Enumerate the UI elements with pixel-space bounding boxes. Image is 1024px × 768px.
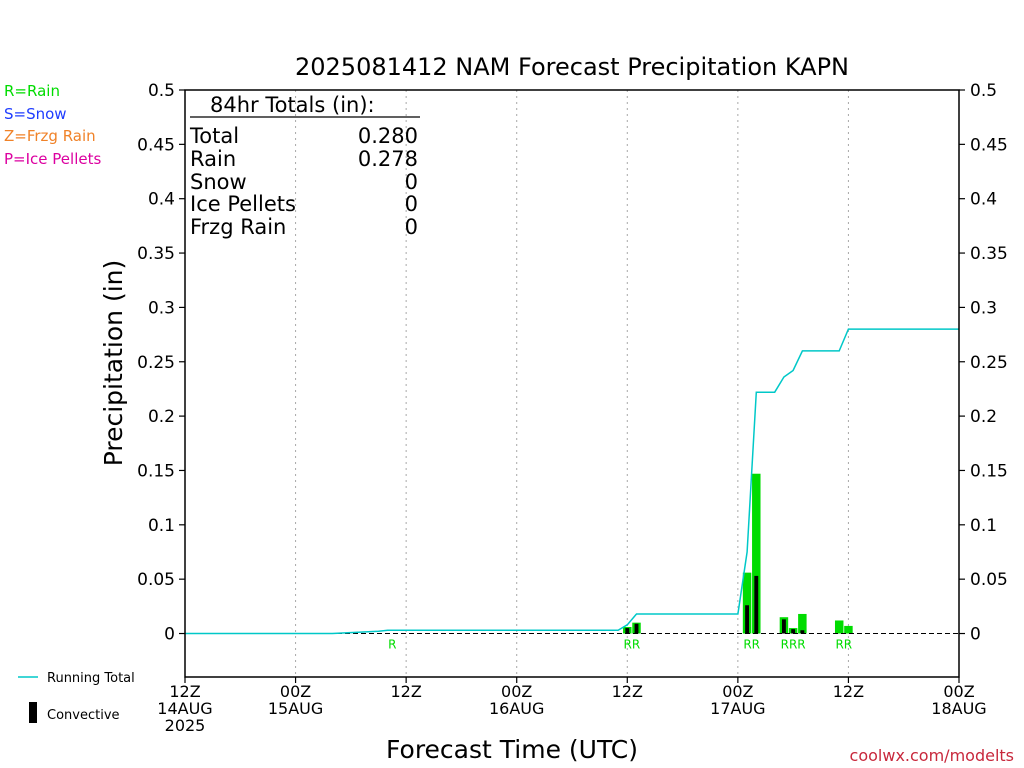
convective-legend-swatch bbox=[29, 702, 37, 723]
plot-frame bbox=[184, 89, 960, 678]
legend-ice-pellets: P=Ice Pellets bbox=[4, 150, 101, 168]
legend-snow: S=Snow bbox=[4, 105, 67, 123]
totals-label-ice-pellets: Ice Pellets bbox=[190, 192, 296, 216]
ytick-left-label-5: 0.25 bbox=[137, 353, 175, 373]
precip-type-legend: R=Rain S=Snow Z=Frzg Rain P=Ice Pellets bbox=[4, 82, 101, 168]
ytick-left-label-1: 0.05 bbox=[137, 570, 175, 590]
running-total-line bbox=[185, 328, 959, 635]
precip-bar-7 bbox=[834, 620, 844, 634]
ytick-right-label-8: 0.4 bbox=[970, 190, 997, 210]
totals-value-snow: 0 bbox=[405, 170, 418, 194]
convective-bar-2 bbox=[745, 605, 750, 634]
xtick-label-1-1: 15AUG bbox=[268, 699, 323, 718]
totals-value-ice-pellets: 0 bbox=[405, 192, 418, 216]
running-total-legend-label: Running Total bbox=[47, 671, 135, 686]
type-marker-4: RR bbox=[835, 638, 852, 652]
convective-bars bbox=[625, 575, 805, 634]
precip-type-markers: R RR RR RRR RR bbox=[388, 638, 852, 652]
y-axis-label: Precipitation (in) bbox=[99, 260, 128, 467]
xtick-label-1-0: 00Z bbox=[280, 682, 311, 701]
x-axis-label: Forecast Time (UTC) bbox=[386, 735, 638, 764]
xtick-label-7-0: 00Z bbox=[943, 682, 974, 701]
ytick-right-label-1: 0.05 bbox=[970, 570, 1008, 590]
xtick-label-7-1: 18AUG bbox=[931, 699, 986, 718]
y-axis-left: 0 0.05 0.1 0.15 0.2 0.25 0.3 0.35 0.4 0.45 0.5 bbox=[137, 81, 185, 645]
xtick-label-4-0: 12Z bbox=[612, 682, 643, 701]
ytick-left-label-7: 0.35 bbox=[137, 244, 175, 264]
totals-value-frzg-rain: 0 bbox=[405, 215, 418, 239]
source-credit: coolwx.com/modelts bbox=[850, 746, 1014, 765]
ytick-right-label-4: 0.2 bbox=[970, 407, 997, 427]
type-marker-1: RR bbox=[624, 638, 641, 652]
ytick-left-label-8: 0.4 bbox=[148, 190, 175, 210]
convective-legend-label: Convective bbox=[47, 708, 120, 723]
convective-bar-3 bbox=[754, 575, 759, 634]
xtick-label-0-0: 12Z bbox=[169, 682, 200, 701]
vertical-gridlines bbox=[295, 90, 849, 677]
series-legend: Running Total Convective bbox=[18, 671, 135, 723]
type-marker-0: R bbox=[388, 638, 396, 652]
xtick-label-5-0: 00Z bbox=[722, 682, 753, 701]
type-marker-3: RRR bbox=[781, 638, 806, 652]
xtick-label-0-2: 2025 bbox=[165, 716, 206, 735]
ytick-left-label-6: 0.3 bbox=[148, 298, 175, 318]
ytick-left-label-9: 0.45 bbox=[137, 135, 175, 155]
ytick-right-label-5: 0.25 bbox=[970, 353, 1008, 373]
convective-bar-4 bbox=[781, 619, 786, 634]
totals-value-rain: 0.278 bbox=[358, 147, 418, 171]
ytick-right-label-3: 0.15 bbox=[970, 461, 1008, 481]
precip-bar-6 bbox=[798, 613, 807, 634]
ytick-right-label-2: 0.1 bbox=[970, 516, 997, 536]
totals-heading: 84hr Totals (in): bbox=[210, 93, 375, 117]
totals-label-snow: Snow bbox=[190, 170, 247, 194]
precip-bar-2 bbox=[742, 572, 752, 634]
y-axis-right: 0 0.05 0.1 0.15 0.2 0.25 0.3 0.35 0.4 0.45 0.5 bbox=[959, 81, 1008, 645]
totals-value-total: 0.280 bbox=[358, 124, 418, 148]
convective-bar-5 bbox=[791, 629, 796, 634]
ytick-left-label-10: 0.5 bbox=[148, 81, 175, 101]
xtick-label-2-0: 12Z bbox=[390, 682, 421, 701]
xtick-label-0-1: 14AUG bbox=[157, 699, 212, 718]
legend-frzg-rain: Z=Frzg Rain bbox=[4, 127, 96, 145]
xtick-label-6-0: 12Z bbox=[833, 682, 864, 701]
ytick-right-label-9: 0.45 bbox=[970, 135, 1008, 155]
convective-bar-1 bbox=[634, 623, 639, 634]
xtick-label-5-1: 17AUG bbox=[710, 699, 765, 718]
xtick-label-3-1: 16AUG bbox=[489, 699, 544, 718]
precip-bar-8 bbox=[844, 625, 853, 634]
ytick-left-label-4: 0.2 bbox=[148, 407, 175, 427]
ytick-left-label-3: 0.15 bbox=[137, 461, 175, 481]
legend-rain: R=Rain bbox=[4, 82, 60, 100]
type-marker-2: RR bbox=[743, 638, 760, 652]
precip-bar-3 bbox=[752, 473, 761, 634]
totals-label-frzg-rain: Frzg Rain bbox=[190, 215, 286, 239]
totals-label-rain: Rain bbox=[190, 147, 236, 171]
convective-bar-6 bbox=[800, 630, 805, 634]
ytick-right-label-6: 0.3 bbox=[970, 298, 997, 318]
ytick-left-label-2: 0.1 bbox=[148, 516, 175, 536]
totals-box: 84hr Totals (in): Total 0.280 Rain 0.278… bbox=[189, 93, 420, 239]
ytick-left-label-0: 0 bbox=[164, 625, 175, 645]
convective-bar-0 bbox=[625, 628, 630, 634]
ytick-right-label-0: 0 bbox=[970, 625, 981, 645]
xtick-label-3-0: 00Z bbox=[501, 682, 532, 701]
ytick-right-label-10: 0.5 bbox=[970, 81, 997, 101]
chart-title: 2025081412 NAM Forecast Precipitation KA… bbox=[295, 53, 849, 81]
ytick-right-label-7: 0.35 bbox=[970, 244, 1008, 264]
totals-label-total: Total bbox=[189, 124, 239, 148]
